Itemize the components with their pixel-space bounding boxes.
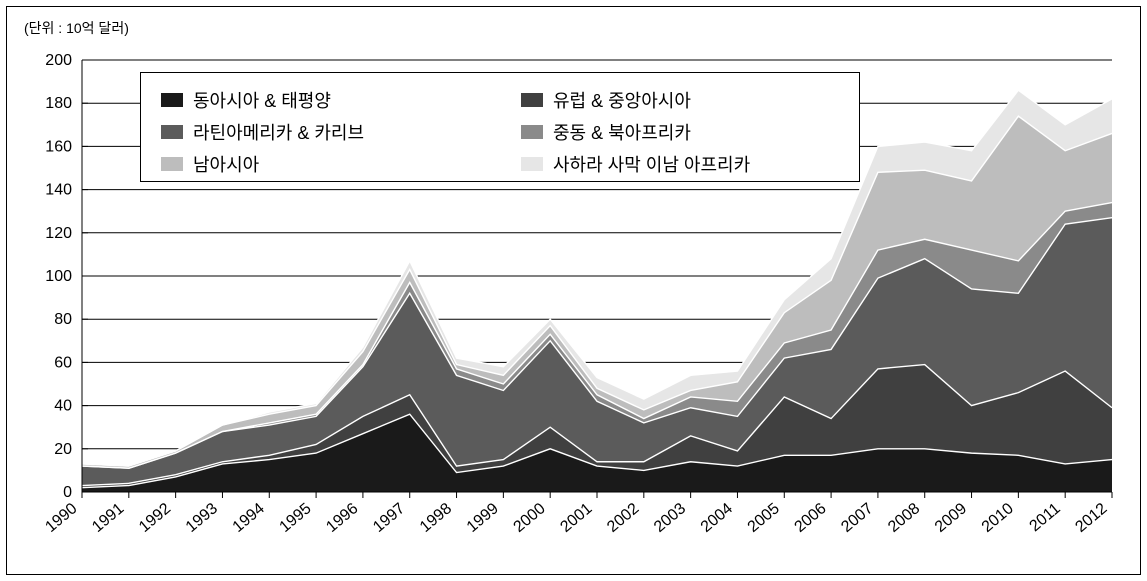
legend-item-europe_central_asia: 유럽 & 중앙아시아: [521, 87, 691, 113]
y-tick-label: 60: [54, 354, 72, 371]
legend-item-mena: 중동 & 북아프리카: [521, 119, 691, 145]
x-tick-label: 1996: [323, 500, 361, 536]
x-tick-label: 1992: [136, 500, 174, 536]
legend-label: 유럽 & 중앙아시아: [553, 87, 691, 113]
legend-item-south_asia: 남아시아: [161, 151, 259, 177]
legend-item-ssa: 사하라 사막 이남 아프리카: [521, 151, 750, 177]
x-tick-label: 2006: [791, 500, 829, 536]
y-tick-label: 40: [54, 398, 72, 415]
legend-label: 동아시아 & 태평양: [193, 87, 331, 113]
x-tick-label: 1997: [370, 500, 408, 536]
legend-label: 사하라 사막 이남 아프리카: [553, 151, 750, 177]
x-tick-label: 1991: [89, 500, 127, 536]
x-tick-label: 2000: [511, 500, 549, 536]
y-tick-label: 200: [45, 52, 72, 69]
x-tick-label: 2002: [604, 500, 642, 536]
legend-item-latam_caribbean: 라틴아메리카 & 카리브: [161, 119, 364, 145]
x-tick-label: 1995: [276, 500, 314, 536]
x-tick-label: 2001: [557, 500, 595, 536]
x-tick-label: 2010: [979, 500, 1017, 536]
legend-label: 중동 & 북아프리카: [553, 119, 691, 145]
x-tick-label: 1990: [42, 500, 80, 536]
y-tick-label: 160: [45, 138, 72, 155]
x-tick-label: 1994: [230, 500, 268, 536]
x-tick-label: 2012: [1072, 500, 1110, 536]
y-tick-label: 140: [45, 182, 72, 199]
legend: 동아시아 & 태평양 유럽 & 중앙아시아라틴아메리카 & 카리브 중동 & 북아프…: [140, 72, 860, 182]
legend-item-east_asia_pacific: 동아시아 & 태평양: [161, 87, 331, 113]
legend-label: 라틴아메리카 & 카리브: [193, 119, 364, 145]
y-tick-label: 0: [63, 484, 72, 501]
y-tick-label: 80: [54, 311, 72, 328]
x-tick-label: 2005: [745, 500, 783, 536]
legend-swatch: [161, 157, 183, 171]
x-tick-label: 2009: [932, 500, 970, 536]
y-tick-label: 20: [54, 441, 72, 458]
legend-swatch: [161, 125, 183, 139]
y-tick-label: 120: [45, 225, 72, 242]
x-tick-label: 2007: [838, 500, 876, 536]
legend-swatch: [161, 93, 183, 107]
x-tick-label: 2003: [651, 500, 689, 536]
x-tick-label: 1999: [464, 500, 502, 536]
x-tick-label: 1993: [183, 500, 221, 536]
y-tick-label: 100: [45, 268, 72, 285]
legend-swatch: [521, 157, 543, 171]
x-tick-label: 2008: [885, 500, 923, 536]
legend-swatch: [521, 125, 543, 139]
chart-container: (단위 : 10억 달러) 02040608010012014016018020…: [0, 0, 1147, 581]
x-tick-label: 2011: [1026, 500, 1063, 535]
y-tick-label: 180: [45, 95, 72, 112]
x-tick-label: 2004: [698, 500, 736, 536]
legend-label: 남아시아: [193, 151, 259, 177]
legend-swatch: [521, 93, 543, 107]
x-tick-label: 1998: [417, 500, 455, 536]
